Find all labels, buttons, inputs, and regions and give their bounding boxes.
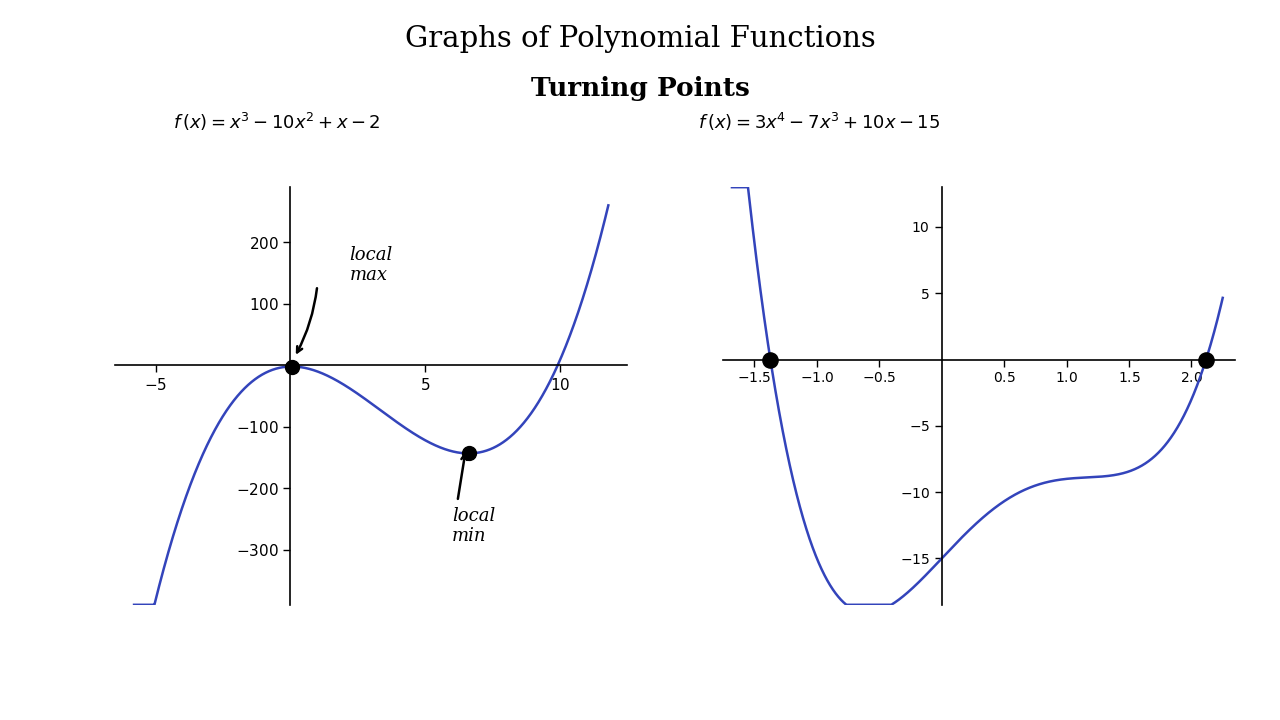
Text: $f\,(x) = 3x^4 - 7x^3 + 10x - 15$: $f\,(x) = 3x^4 - 7x^3 + 10x - 15$ bbox=[698, 111, 940, 133]
Text: local
max: local max bbox=[349, 246, 393, 284]
Text: local
min: local min bbox=[452, 507, 495, 545]
Point bbox=[1196, 354, 1216, 365]
Text: Graphs of Polynomial Functions: Graphs of Polynomial Functions bbox=[404, 25, 876, 53]
Text: $f\,(x) = x^3 - 10x^2 + x - 2$: $f\,(x) = x^3 - 10x^2 + x - 2$ bbox=[173, 111, 380, 133]
Point bbox=[760, 354, 781, 365]
Text: Turning Points: Turning Points bbox=[531, 76, 749, 101]
Point bbox=[282, 361, 302, 372]
Point bbox=[458, 448, 479, 459]
